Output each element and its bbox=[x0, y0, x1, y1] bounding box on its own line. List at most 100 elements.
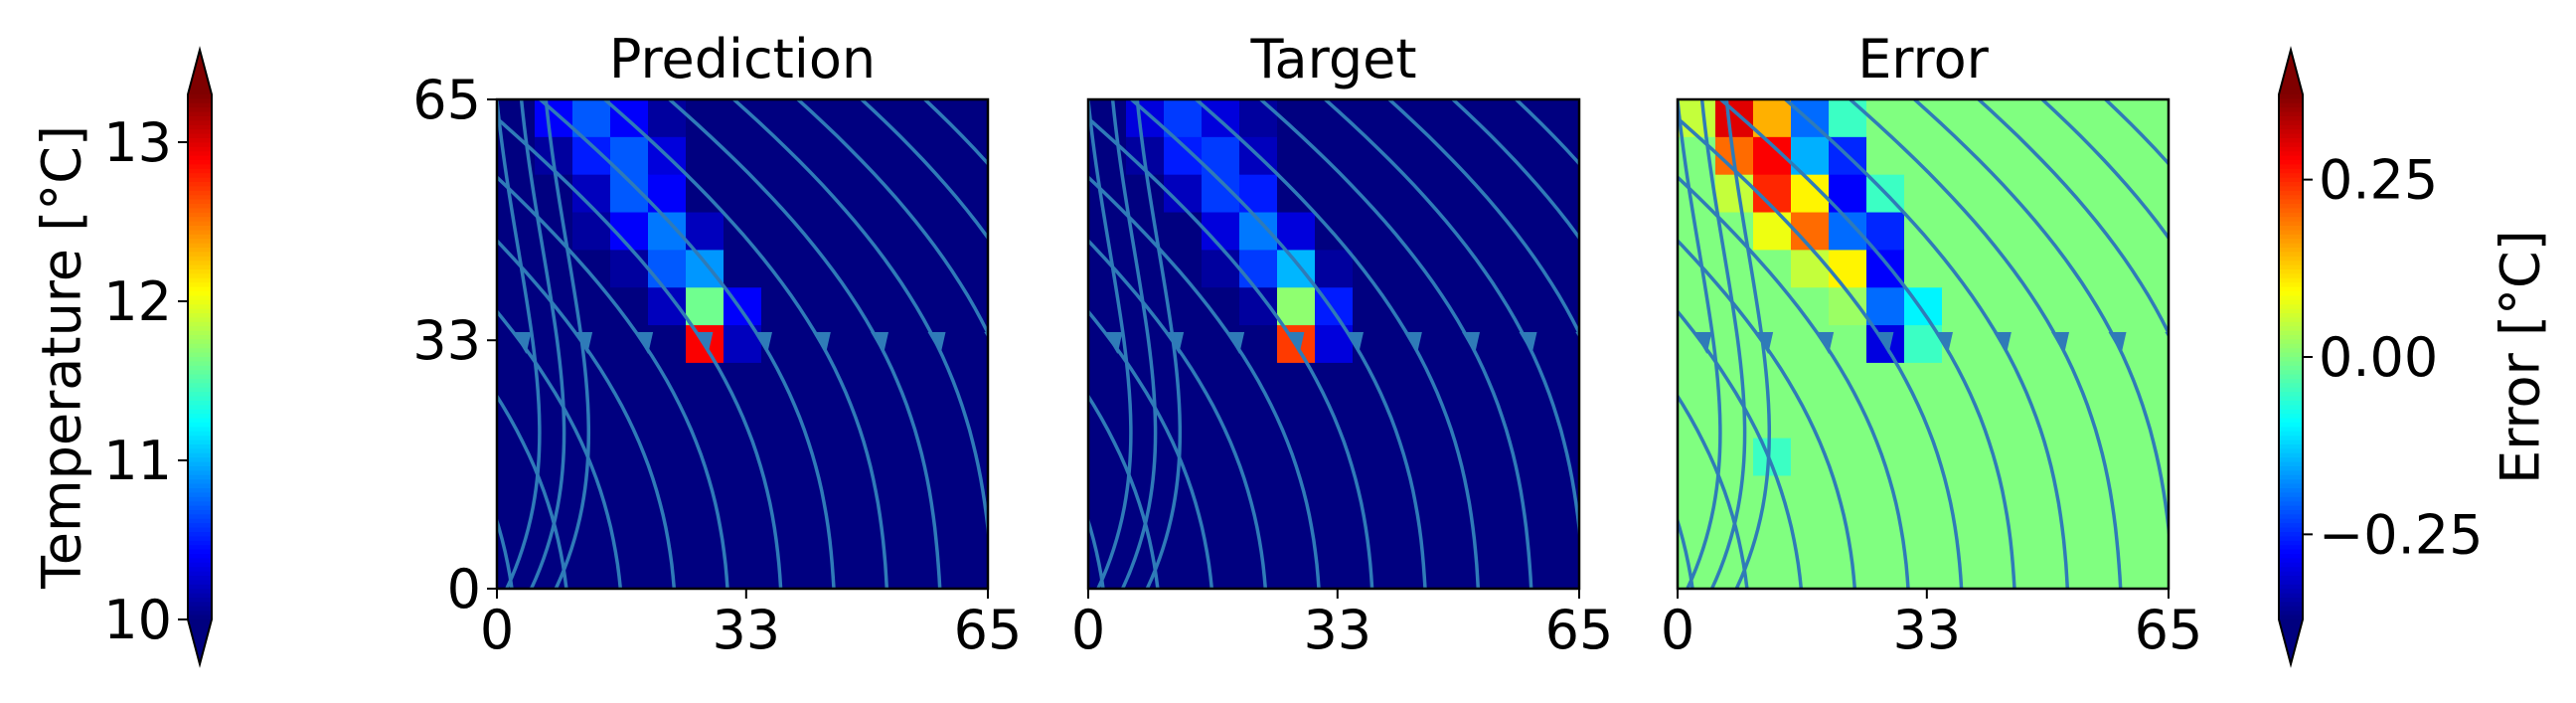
colorbar-step bbox=[188, 217, 212, 223]
heatmap-cell bbox=[1164, 99, 1203, 138]
colorbar-step bbox=[188, 173, 212, 179]
colorbar-step bbox=[188, 212, 212, 218]
heatmap-cell bbox=[1904, 438, 1943, 476]
heatmap-cell bbox=[610, 325, 649, 364]
x-tick-label: 33 bbox=[1892, 599, 1961, 661]
heatmap-cell bbox=[2017, 551, 2056, 590]
colorbar-step bbox=[2279, 444, 2303, 449]
heatmap-cell bbox=[1428, 212, 1467, 251]
x-tick-label: 65 bbox=[2135, 599, 2203, 661]
colorbar-step bbox=[188, 540, 212, 546]
heatmap-cell bbox=[1164, 250, 1203, 288]
stream-arrow bbox=[753, 332, 772, 354]
heatmap-cell bbox=[799, 362, 838, 402]
colorbar-step bbox=[2279, 580, 2303, 586]
colorbar-step bbox=[188, 492, 212, 498]
heatmap-cell bbox=[1088, 475, 1127, 514]
heatmap-cell bbox=[2093, 287, 2132, 326]
colorbar-step bbox=[188, 277, 212, 283]
heatmap-cell bbox=[1942, 287, 1981, 326]
heatmap-cell bbox=[1791, 438, 1830, 476]
heatmap-cell bbox=[2055, 212, 2094, 251]
y-tick-label: 33 bbox=[412, 309, 481, 372]
heatmap-cell bbox=[1791, 513, 1830, 552]
colorbar-label: Temperature [°C] bbox=[31, 125, 93, 590]
heatmap-cell bbox=[1715, 174, 1754, 214]
heatmap-cell bbox=[1202, 250, 1240, 288]
heatmap-cell bbox=[1942, 362, 1981, 402]
colorbar-step bbox=[2279, 348, 2303, 354]
colorbar-step bbox=[188, 452, 212, 458]
heatmap-cell bbox=[1541, 438, 1580, 476]
colorbar-tick-label: 0.25 bbox=[2319, 149, 2438, 212]
streamline bbox=[1088, 393, 1160, 589]
colorbar-step bbox=[2279, 124, 2303, 130]
heatmap-cell bbox=[1277, 212, 1316, 251]
heatmap-cell bbox=[686, 250, 724, 288]
heatmap-cell bbox=[1315, 551, 1354, 590]
heatmap-cell bbox=[1541, 174, 1580, 214]
colorbar-step bbox=[2279, 379, 2303, 384]
heatmap-cell bbox=[1541, 250, 1580, 288]
colorbar-step bbox=[188, 221, 212, 227]
heatmap-cell bbox=[761, 287, 800, 326]
heatmap-cell bbox=[2131, 325, 2170, 364]
heatmap-cell bbox=[1753, 250, 1792, 288]
heatmap-cell bbox=[1715, 250, 1754, 288]
heatmap-cell bbox=[1942, 400, 1981, 439]
colorbar-step bbox=[188, 261, 212, 266]
heatmap-cell bbox=[1980, 212, 2018, 251]
heatmap-cell bbox=[686, 551, 724, 590]
colorbar-step bbox=[188, 532, 212, 537]
colorbar-step bbox=[188, 444, 212, 449]
colorbar-step bbox=[188, 168, 212, 174]
heatmap-cell bbox=[1466, 438, 1505, 476]
colorbar-step bbox=[188, 282, 212, 288]
colorbar-step bbox=[2279, 370, 2303, 376]
heatmap-cell bbox=[497, 325, 536, 364]
heatmap-cell bbox=[1541, 513, 1580, 552]
colorbar-step bbox=[188, 299, 212, 305]
heatmap-cell bbox=[1088, 362, 1127, 402]
heatmap-cell bbox=[837, 513, 876, 552]
colorbar-step bbox=[2279, 414, 2303, 420]
streamline bbox=[1678, 99, 1722, 589]
x-tick-label: 0 bbox=[1661, 599, 1694, 661]
heatmap-cell bbox=[1353, 287, 1391, 326]
colorbar-step bbox=[188, 510, 212, 515]
colorbar-step bbox=[2279, 321, 2303, 327]
colorbar-step bbox=[188, 488, 212, 493]
heatmap-cell bbox=[2093, 212, 2132, 251]
heatmap-cell bbox=[875, 475, 913, 514]
heatmap-cell bbox=[912, 250, 951, 288]
colorbar-step bbox=[188, 396, 212, 402]
plot-frame bbox=[495, 97, 990, 591]
x-tick-label: 0 bbox=[480, 599, 514, 661]
heatmap-cell bbox=[1504, 551, 1542, 590]
heatmap-cell bbox=[1541, 362, 1580, 402]
heatmap-cell bbox=[610, 475, 649, 514]
heatmap-cell bbox=[1277, 287, 1316, 326]
heatmap-cell bbox=[724, 250, 762, 288]
colorbar-step bbox=[188, 339, 212, 345]
colorbar-step bbox=[2279, 339, 2303, 345]
heatmap-cell bbox=[1428, 513, 1467, 552]
heatmap-cell bbox=[1428, 551, 1467, 590]
x-tick-label: 65 bbox=[954, 599, 1023, 661]
heatmap-cell bbox=[724, 513, 762, 552]
colorbar-step bbox=[2279, 457, 2303, 463]
colorbar-label: Error [°C] bbox=[2490, 230, 2552, 484]
heatmap-cell bbox=[1753, 551, 1792, 590]
streamline bbox=[2040, 99, 2169, 242]
stream-arrow bbox=[635, 332, 654, 354]
colorbar-step bbox=[2279, 277, 2303, 283]
heatmap-cell bbox=[497, 99, 536, 138]
heatmap-cell bbox=[837, 325, 876, 364]
streamline bbox=[1977, 99, 2169, 337]
heatmap-cell bbox=[1866, 475, 1905, 514]
heatmap-cell bbox=[1088, 99, 1127, 138]
heatmap-cell bbox=[950, 325, 989, 364]
colorbar-step bbox=[2279, 536, 2303, 542]
heatmap-cell bbox=[1277, 551, 1316, 590]
colorbar-step bbox=[188, 321, 212, 327]
